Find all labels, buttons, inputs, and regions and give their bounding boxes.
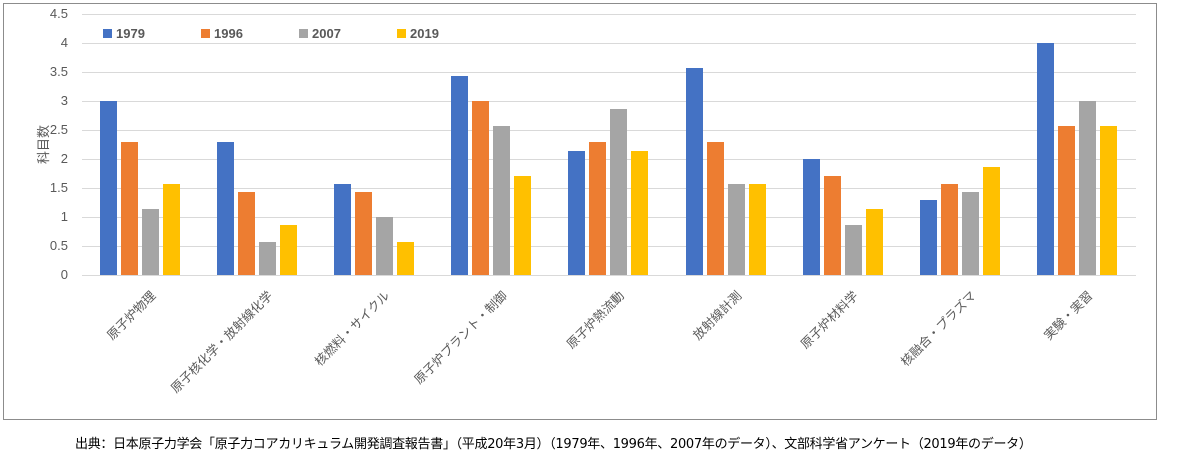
- bar-1979: [100, 101, 117, 275]
- bar-2019: [1100, 126, 1117, 275]
- y-tick-label: 4.5: [49, 6, 68, 21]
- y-tick-label: 1: [60, 209, 68, 224]
- bar-2019: [280, 225, 297, 275]
- bar-1979: [217, 142, 234, 275]
- gridline: [82, 188, 1136, 189]
- gridline: [82, 159, 1136, 160]
- gridline: [82, 246, 1136, 247]
- legend-label: 1979: [116, 26, 145, 41]
- bar-2019: [163, 184, 180, 275]
- bar-2019: [514, 176, 531, 275]
- bar-2007: [259, 242, 276, 275]
- bar-1979: [803, 159, 820, 275]
- bar-2007: [376, 217, 393, 275]
- legend-swatch-icon: [397, 29, 406, 38]
- bar-1996: [355, 192, 372, 275]
- bar-1996: [589, 142, 606, 275]
- bar-2019: [983, 167, 1000, 275]
- bar-2007: [1079, 101, 1096, 275]
- y-tick-label: 0.5: [49, 238, 68, 253]
- bar-2007: [142, 209, 159, 275]
- bar-2019: [866, 209, 883, 275]
- y-tick-label: 3: [60, 93, 68, 108]
- legend-item-2019: 2019: [397, 26, 439, 41]
- legend-label: 2019: [410, 26, 439, 41]
- gridline: [82, 14, 1136, 15]
- legend-swatch-icon: [201, 29, 210, 38]
- legend-item-1996: 1996: [201, 26, 243, 41]
- bar-1996: [472, 101, 489, 275]
- gridline: [82, 43, 1136, 44]
- gridline: [82, 130, 1136, 131]
- bar-2019: [397, 242, 414, 275]
- bar-2007: [493, 126, 510, 275]
- gridline: [82, 101, 1136, 102]
- bar-1979: [568, 151, 585, 275]
- bar-1996: [824, 176, 841, 275]
- bar-2007: [962, 192, 979, 275]
- y-tick-label: 2.5: [49, 122, 68, 137]
- legend-item-2007: 2007: [299, 26, 341, 41]
- bar-2007: [728, 184, 745, 275]
- gridline: [82, 217, 1136, 218]
- y-tick-label: 3.5: [49, 64, 68, 79]
- bar-1979: [920, 200, 937, 275]
- legend-swatch-icon: [299, 29, 308, 38]
- legend-label: 2007: [312, 26, 341, 41]
- bar-2019: [749, 184, 766, 275]
- gridline: [82, 275, 1136, 276]
- bar-1996: [238, 192, 255, 275]
- bar-2007: [610, 109, 627, 275]
- bar-chart: 0 0.5 1 1.5 2 2.5 3 3.5 4 4.5: [49, 6, 1136, 282]
- y-tick-label: 0: [60, 267, 68, 282]
- y-tick-label: 4: [60, 35, 68, 50]
- bar-1996: [121, 142, 138, 275]
- y-tick-label: 2: [60, 151, 68, 166]
- gridline: [82, 72, 1136, 73]
- bar-1996: [707, 142, 724, 275]
- y-tick-label: 1.5: [49, 180, 68, 195]
- legend-label: 1996: [214, 26, 243, 41]
- bar-1979: [1037, 43, 1054, 275]
- bar-1996: [941, 184, 958, 275]
- bar-1979: [451, 76, 468, 275]
- bar-1996: [1058, 126, 1075, 275]
- bar-2019: [631, 151, 648, 275]
- bar-2007: [845, 225, 862, 275]
- y-axis-title: 科目数: [37, 124, 53, 165]
- bar-1979: [334, 184, 351, 275]
- source-caption: 出典：日本原子力学会「原子力コアカリキュラム開発調査報告書」（平成20年3月）（…: [75, 437, 1032, 452]
- legend-item-1979: 1979: [103, 26, 145, 41]
- bar-1979: [686, 68, 703, 275]
- legend-swatch-icon: [103, 29, 112, 38]
